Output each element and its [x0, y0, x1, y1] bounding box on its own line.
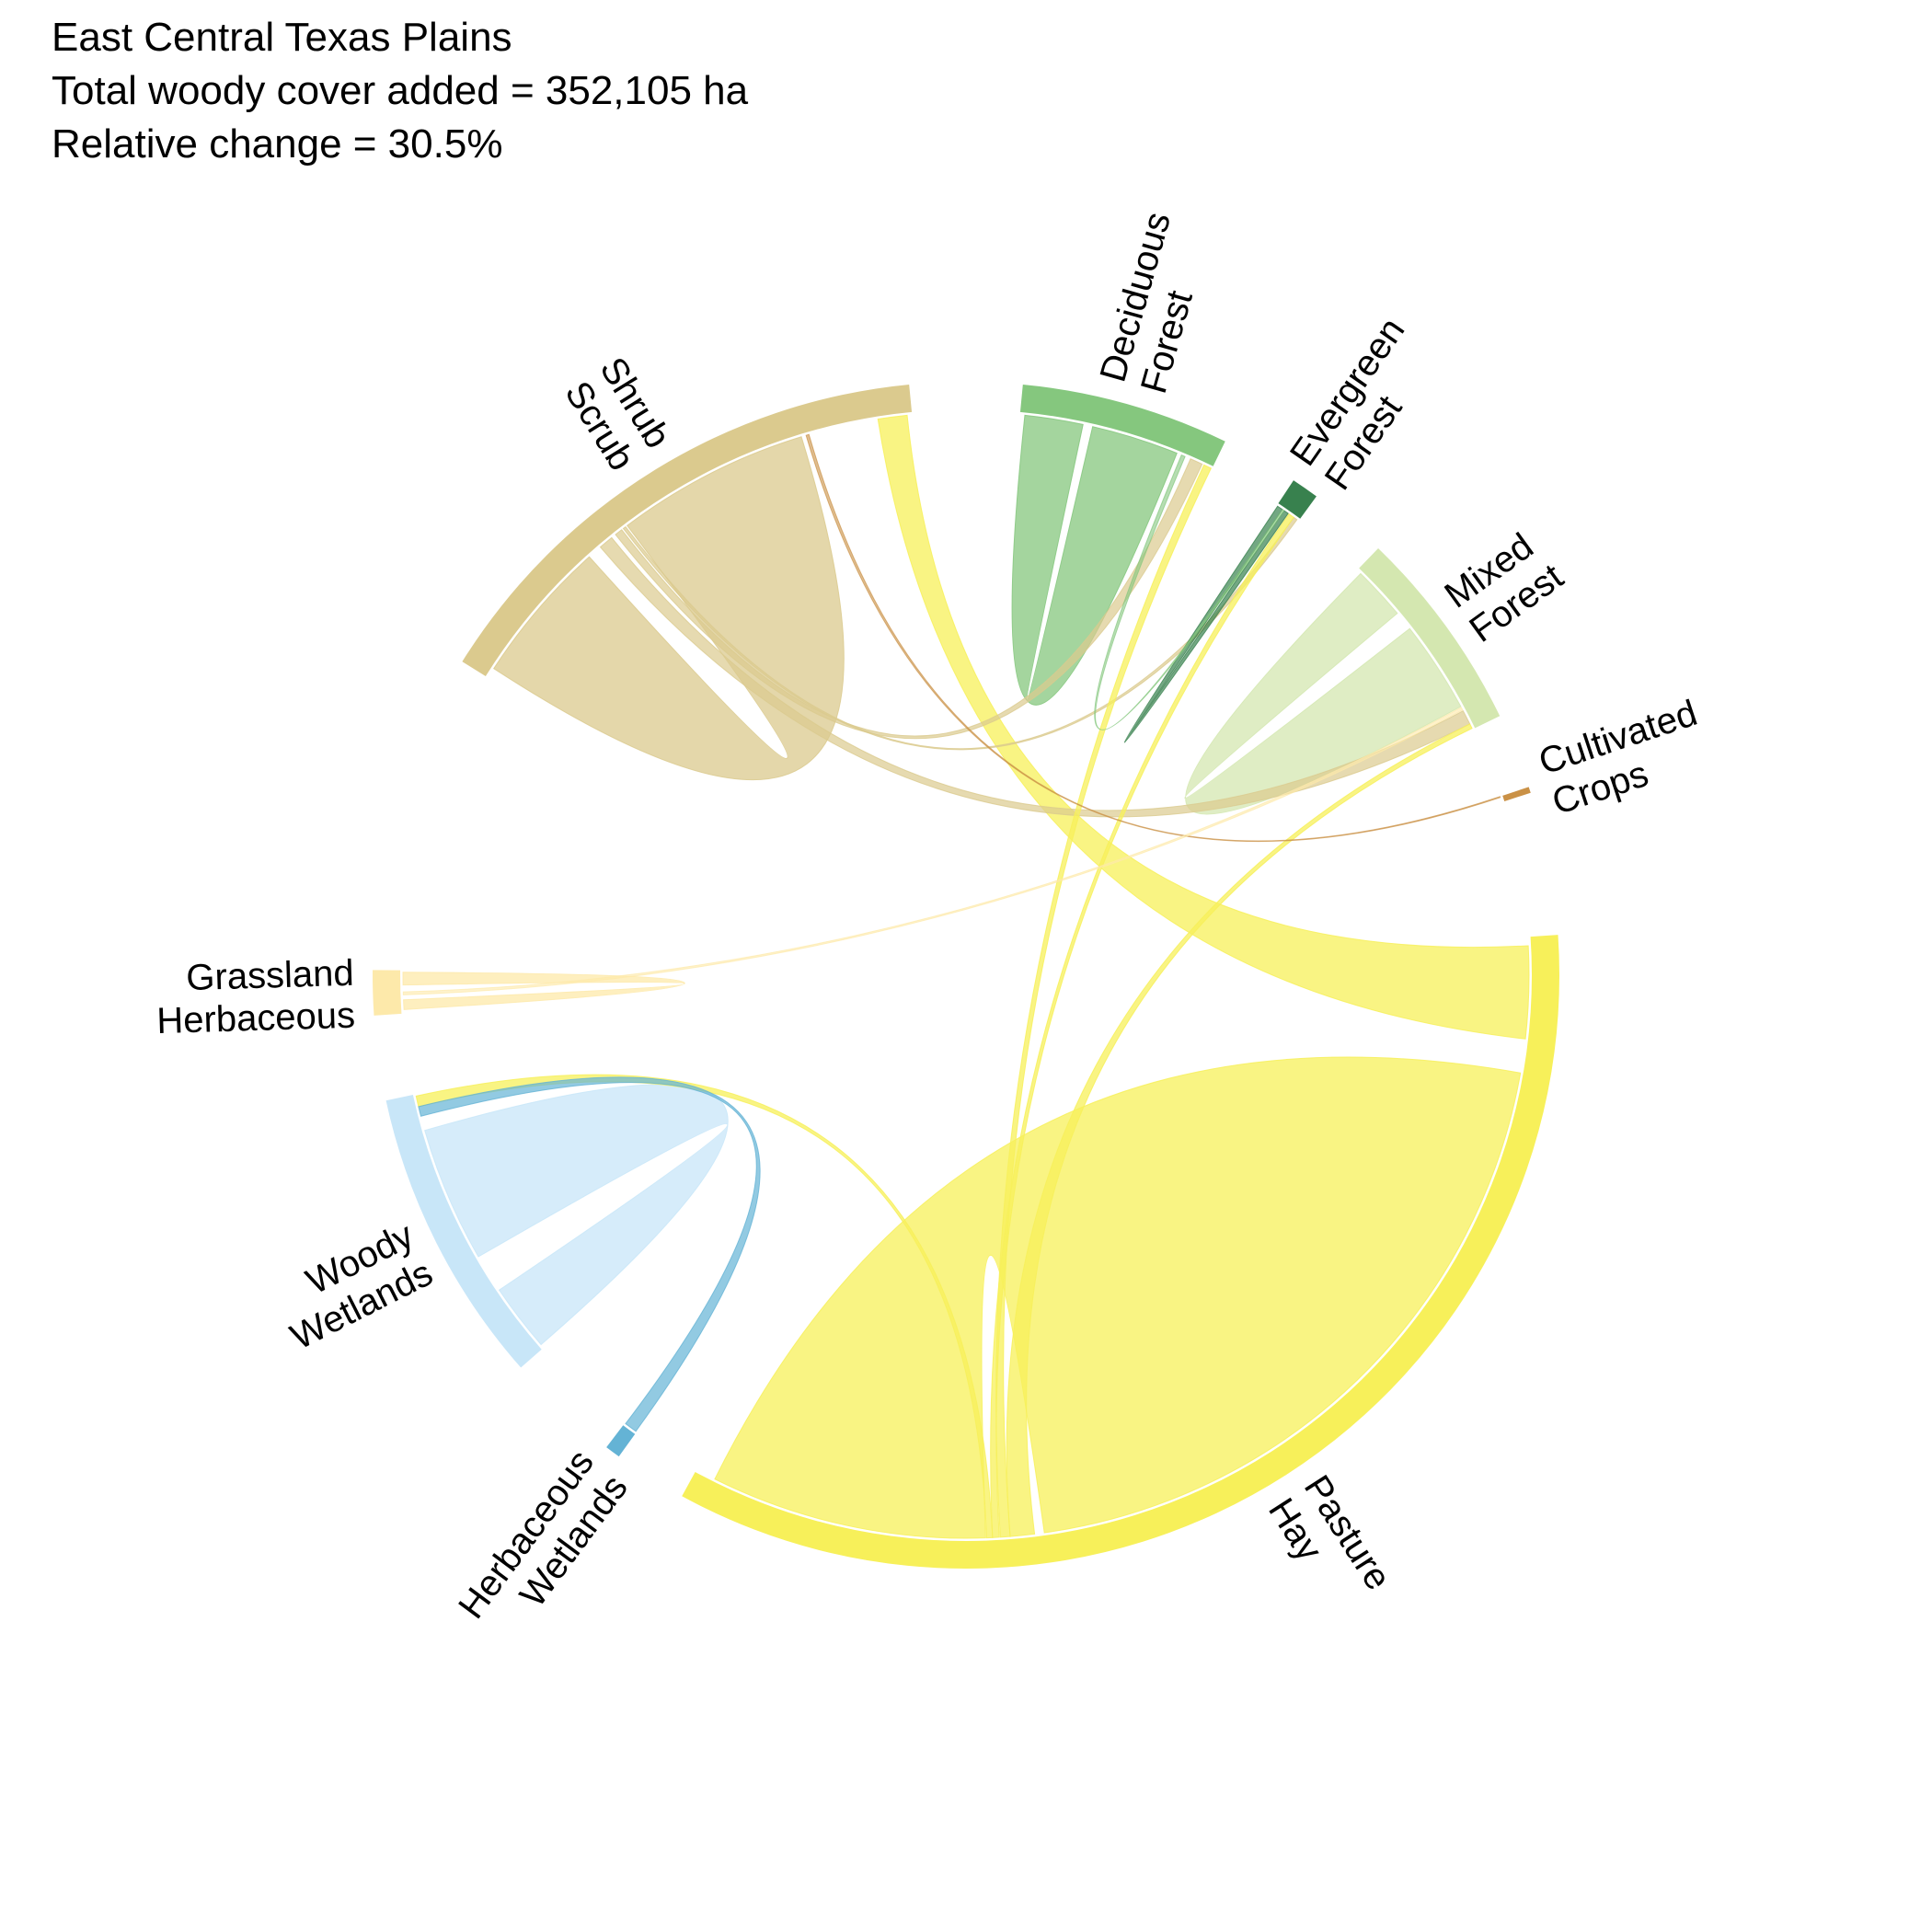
- link-woody-wetlands-to-woody-wetlands: [424, 1084, 729, 1346]
- chart-title-block: East Central Texas Plains Total woody co…: [52, 11, 748, 171]
- chord-sectors: [373, 384, 1559, 1570]
- link-pasture-hay-to-mixed-forest: [1006, 723, 1473, 1537]
- sector-shrub-scrub: [462, 384, 913, 677]
- label-grassland-herbaceous: GrasslandHerbaceous: [155, 953, 355, 1041]
- label-shrub-scrub: ShrubScrub: [556, 351, 678, 477]
- link-pasture-hay-to-pasture-hay: [714, 1056, 1522, 1539]
- link-mixed-forest-to-mixed-forest: [1184, 572, 1462, 815]
- link-cultivated-crops-to-shrub-scrub: [805, 433, 1501, 843]
- sector-herbaceous-wetlands: [606, 1425, 636, 1457]
- link-deciduous-forest-to-deciduous-forest: [1011, 414, 1178, 706]
- sector-evergreen-forest: [1278, 480, 1317, 519]
- chart-title: East Central Texas Plains: [52, 15, 512, 60]
- sector-woody-wetlands: [385, 1094, 542, 1368]
- total-woody-cover-text: Total woody cover added = 352,105 ha: [52, 68, 749, 113]
- label-herbaceous-wetlands: HerbaceousWetlands: [451, 1443, 636, 1651]
- link-pasture-hay-to-evergreen-forest: [990, 512, 1294, 1538]
- link-pasture-hay-to-shrub-scrub: [877, 414, 1530, 1040]
- link-woody-wetlands-to-herbaceous-wetlands: [418, 1076, 761, 1432]
- link-shrub-scrub-to-mixed-forest: [599, 536, 1471, 818]
- chord-links: [402, 414, 1530, 1539]
- relative-change-text: Relative change = 30.5%: [52, 121, 503, 167]
- sector-mixed-forest: [1359, 548, 1501, 729]
- link-deciduous-forest-to-evergreen-forest: [1094, 454, 1285, 730]
- label-woody-wetlands: WoodyWetlands: [265, 1215, 439, 1358]
- sector-pasture-hay: [682, 935, 1559, 1570]
- sector-cultivated-crops: [1502, 787, 1531, 801]
- label-mixed-forest: MixedForest: [1438, 522, 1571, 650]
- sector-grassland-herbaceous: [373, 970, 402, 1016]
- label-pasture-hay: PastureHay: [1260, 1468, 1398, 1620]
- link-grassland-herbaceous-to-grassland-herbaceous: [402, 972, 685, 1010]
- label-cultivated-crops: CultivatedCrops: [1534, 693, 1715, 822]
- sector-deciduous-forest: [1019, 384, 1225, 466]
- link-grassland-herbaceous-to-mixed-forest: [402, 707, 1464, 995]
- label-evergreen-forest: EvergreenForest: [1282, 311, 1447, 498]
- label-deciduous-forest: DeciduousForest: [1093, 208, 1220, 397]
